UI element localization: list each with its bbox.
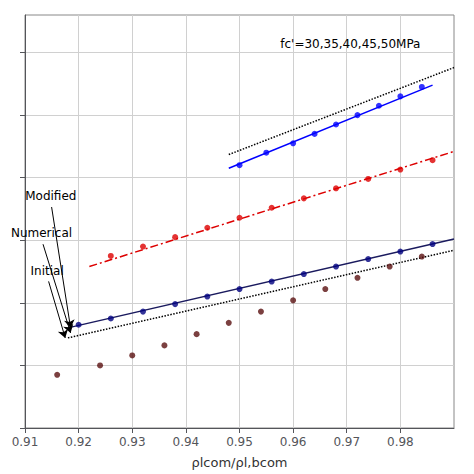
- svg-text:ρlcom/ρl,bcom: ρlcom/ρl,bcom: [191, 455, 287, 470]
- svg-text:0.93: 0.93: [119, 435, 146, 449]
- svg-text:0.92: 0.92: [65, 435, 92, 449]
- svg-text:0.94: 0.94: [173, 435, 200, 449]
- svg-text:0.98: 0.98: [387, 435, 414, 449]
- svg-text:0.95: 0.95: [226, 435, 253, 449]
- svg-text:0.97: 0.97: [333, 435, 360, 449]
- svg-text:fc'=30,35,40,45,50MPa: fc'=30,35,40,45,50MPa: [280, 37, 420, 51]
- svg-text:Modified: Modified: [25, 189, 76, 203]
- svg-text:0.96: 0.96: [280, 435, 307, 449]
- svg-text:Initial: Initial: [31, 264, 64, 278]
- svg-text:0.91: 0.91: [12, 435, 39, 449]
- svg-text:Numerical: Numerical: [11, 226, 72, 240]
